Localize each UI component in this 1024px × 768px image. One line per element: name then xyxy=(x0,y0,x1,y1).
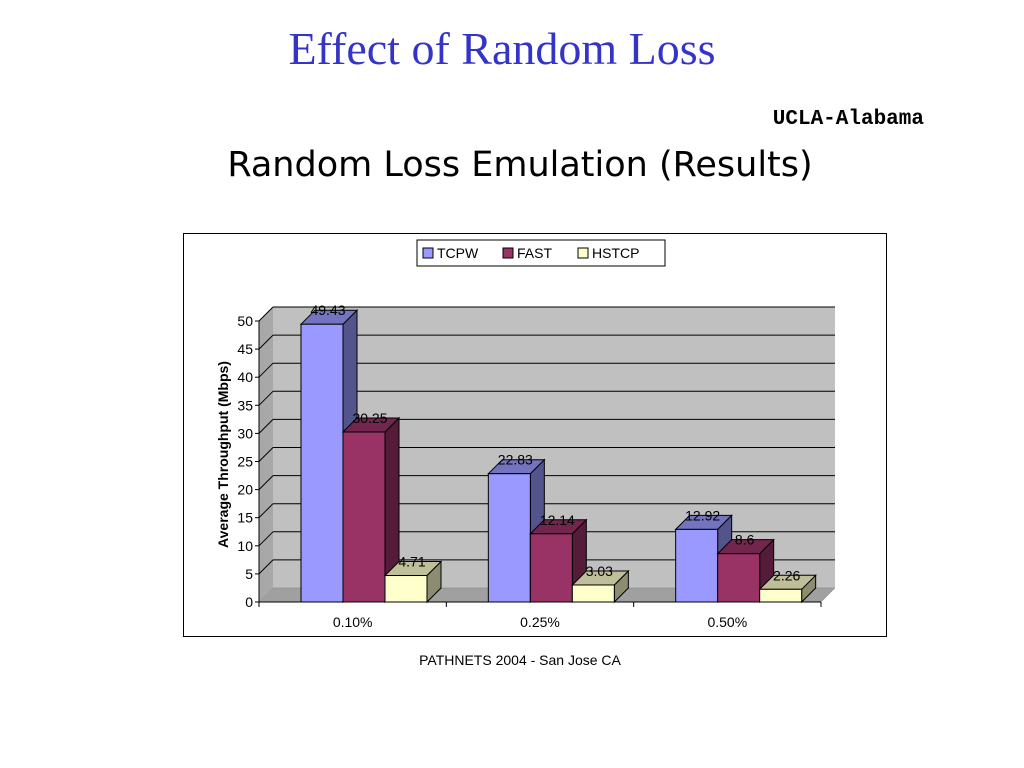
y-tick-label: 30 xyxy=(237,425,253,441)
data-label: 8.6 xyxy=(735,532,755,548)
data-label: 4.71 xyxy=(398,554,425,570)
footer-text: PATHNETS 2004 - San Jose CA xyxy=(419,652,621,668)
gridline-depth xyxy=(258,334,274,350)
chart-frame: 0 5 10 15 20 25 30 35 40 45 50 49.43 30.25 4.71 22.83 1… xyxy=(183,233,887,637)
bar-fast xyxy=(342,431,386,603)
bar-fast xyxy=(717,553,761,603)
throughput-bar-chart: 0 5 10 15 20 25 30 35 40 45 50 49.43 30.25 4.71 22.83 1… xyxy=(215,239,836,630)
legend-label-tcpw: TCPW xyxy=(437,245,479,261)
y-tick-label: 0 xyxy=(245,594,253,610)
y-tick-label: 45 xyxy=(237,341,253,357)
y-tick-label: 50 xyxy=(237,313,253,329)
y-tick-label: 10 xyxy=(237,538,253,554)
y-axis-title: Average Throughput (Mbps) xyxy=(215,361,231,548)
gridline-depth xyxy=(258,475,274,490)
bar-tcpw xyxy=(675,528,719,603)
y-tick-label: 15 xyxy=(237,510,253,526)
legend-box xyxy=(416,239,666,267)
bar-fast xyxy=(529,533,573,603)
gridline-depth xyxy=(258,362,274,378)
legend-swatch-tcpw xyxy=(422,247,434,259)
data-label: 2.26 xyxy=(773,567,800,583)
legend-swatch-hstcp xyxy=(577,247,589,259)
y-tick-label: 5 xyxy=(245,566,253,582)
bar-tcpw xyxy=(300,323,344,603)
slide-title: Effect of Random Loss xyxy=(288,23,716,74)
chart-heading: Random Loss Emulation (Results) xyxy=(227,145,813,185)
x-tick-label: 0.10% xyxy=(333,614,373,630)
y-tick-label: 40 xyxy=(237,369,253,385)
x-tick-label: 0.50% xyxy=(707,614,747,630)
y-tick-label: 25 xyxy=(237,454,253,470)
bar-hstcp xyxy=(571,584,615,603)
gridline-depth xyxy=(258,390,274,406)
gridline-depth xyxy=(258,447,274,462)
x-tick-label: 0.25% xyxy=(520,614,560,630)
gridline-depth xyxy=(258,559,274,575)
data-label: 22.83 xyxy=(498,452,533,468)
data-label: 12.14 xyxy=(540,512,575,528)
bar-hstcp xyxy=(384,575,428,603)
data-label: 49.43 xyxy=(310,302,345,318)
gridline-depth xyxy=(258,419,274,434)
legend-swatch-fast xyxy=(502,247,514,259)
gridline-depth xyxy=(258,306,274,322)
organization-label: UCLA-Alabama xyxy=(772,108,924,131)
data-label: 12.92 xyxy=(685,507,720,523)
legend-label-hstcp: HSTCP xyxy=(592,245,639,261)
bar-tcpw xyxy=(487,473,531,603)
data-label: 3.03 xyxy=(586,563,613,579)
gridline-depth xyxy=(258,531,274,547)
y-tick-label: 35 xyxy=(237,397,253,413)
data-label: 30.25 xyxy=(352,410,387,426)
legend-label-fast: FAST xyxy=(517,245,552,261)
y-tick-label: 20 xyxy=(237,482,253,498)
gridline-depth xyxy=(258,503,274,519)
bar-hstcp xyxy=(759,588,803,603)
